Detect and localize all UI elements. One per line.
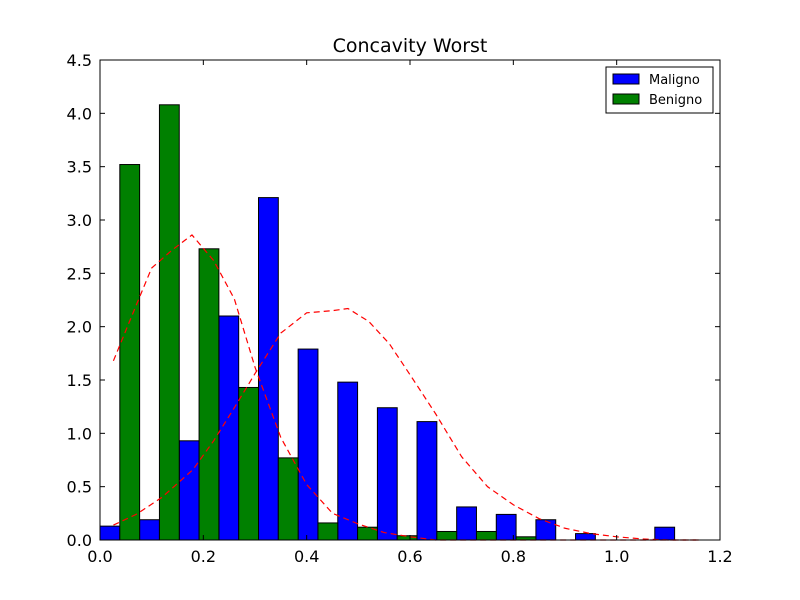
y-tick-label: 3.5 <box>67 158 92 177</box>
y-tick-label: 2.0 <box>67 318 92 337</box>
legend-swatch-benigno <box>612 93 640 105</box>
bar-maligno-11 <box>535 519 557 541</box>
y-tick-label: 3.0 <box>67 211 92 230</box>
y-tick-label: 0.5 <box>67 478 92 497</box>
x-tick-label: 0.0 <box>87 547 112 566</box>
bar-maligno-1 <box>139 519 160 541</box>
bar-benigno-8 <box>436 530 458 541</box>
legend: Maligno Benigno <box>605 66 714 114</box>
y-tick-label: 4.5 <box>67 51 92 70</box>
x-tick-label: 0.2 <box>191 547 216 566</box>
y-tick-label: 2.5 <box>67 264 92 283</box>
x-tick-label: 0.6 <box>397 547 422 566</box>
x-tick-label: 0.4 <box>294 547 319 566</box>
bar-maligno-5 <box>297 348 319 541</box>
bar-maligno-9 <box>456 506 477 541</box>
bar-benigno-1 <box>158 104 180 541</box>
bar-benigno-5 <box>317 522 339 541</box>
bar-benigno-9 <box>475 530 497 541</box>
y-tick-label: 0.0 <box>67 531 92 550</box>
legend-swatch-maligno <box>612 73 640 85</box>
x-tick-label: 0.8 <box>501 547 526 566</box>
legend-label-benigno: Benigno <box>649 93 702 108</box>
fit-curve-1 <box>113 307 700 541</box>
bar-maligno-14 <box>654 526 676 541</box>
bar-maligno-4 <box>258 197 279 541</box>
y-tick-label: 1.5 <box>67 371 92 390</box>
y-tick-label: 1.0 <box>67 424 92 443</box>
bar-maligno-0 <box>99 525 121 541</box>
legend-label-maligno: Maligno <box>649 73 700 88</box>
bar-maligno-3 <box>218 315 240 541</box>
bar-maligno-2 <box>178 440 200 541</box>
bar-maligno-8 <box>416 421 438 541</box>
plot-area <box>99 104 700 541</box>
bar-benigno-4 <box>277 457 299 541</box>
x-tick-label: 1.2 <box>707 547 732 566</box>
x-tick-label: 1.0 <box>604 547 629 566</box>
y-tick-label: 4.0 <box>67 104 92 123</box>
axis-ticks: 0.0 0.2 0.4 0.6 0.8 1.0 1.2 0.0 0.5 1.0 1.5 2.0 2.5 3… <box>67 51 733 566</box>
chart-title: Concavity Worst <box>333 35 488 57</box>
bar-benigno-0 <box>119 164 141 541</box>
bar-maligno-12 <box>575 533 596 541</box>
bar-benigno-3 <box>238 386 260 541</box>
bar-maligno-7 <box>376 407 398 541</box>
bar-maligno-6 <box>337 381 359 541</box>
bar-benigno-2 <box>198 248 220 541</box>
